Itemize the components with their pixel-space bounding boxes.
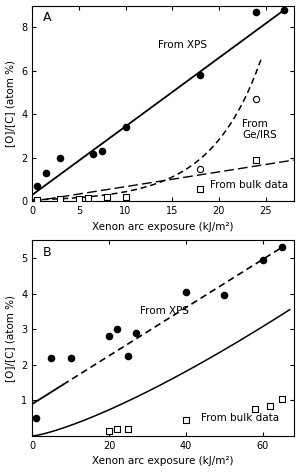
Point [76, 195, 81, 202]
Point [260, 256, 265, 263]
Point [107, 427, 111, 434]
Point [34, 182, 39, 190]
Point [100, 148, 104, 155]
Text: From XPS: From XPS [158, 40, 207, 50]
Point [184, 416, 188, 424]
X-axis label: Xenon arc exposure (kJ/m²): Xenon arc exposure (kJ/m²) [92, 222, 234, 232]
Point [58, 154, 63, 162]
X-axis label: Xenon arc exposure (kJ/m²): Xenon arc exposure (kJ/m²) [92, 456, 234, 466]
Text: From bulk data: From bulk data [210, 180, 288, 190]
Point [49, 354, 54, 362]
Point [126, 425, 131, 433]
Y-axis label: [O]/[C] (atom %): [O]/[C] (atom %) [5, 60, 16, 147]
Point [34, 414, 38, 422]
Point [280, 244, 284, 251]
Text: From
Ge/IRS: From Ge/IRS [242, 119, 277, 140]
Point [253, 405, 258, 413]
Text: A: A [43, 11, 51, 25]
Text: From bulk data: From bulk data [201, 413, 279, 422]
Point [133, 329, 138, 337]
Point [123, 124, 128, 131]
Point [280, 395, 284, 403]
Point [107, 333, 111, 340]
Point [68, 354, 73, 362]
Point [198, 165, 203, 173]
Point [91, 150, 95, 157]
Point [114, 425, 119, 433]
Point [58, 195, 63, 203]
Y-axis label: [O]/[C] (atom %): [O]/[C] (atom %) [5, 295, 16, 381]
Point [254, 8, 259, 16]
Point [198, 185, 203, 193]
Point [114, 325, 119, 333]
Point [282, 6, 287, 14]
Point [184, 288, 188, 295]
Point [34, 196, 39, 204]
Point [126, 352, 131, 360]
Point [254, 95, 259, 103]
Point [86, 194, 91, 202]
Point [104, 194, 109, 201]
Point [198, 71, 203, 79]
Point [123, 193, 128, 201]
Text: B: B [43, 246, 51, 259]
Point [254, 156, 259, 164]
Point [44, 169, 49, 177]
Text: From XPS: From XPS [140, 306, 189, 316]
Point [268, 402, 273, 410]
Point [222, 292, 227, 299]
